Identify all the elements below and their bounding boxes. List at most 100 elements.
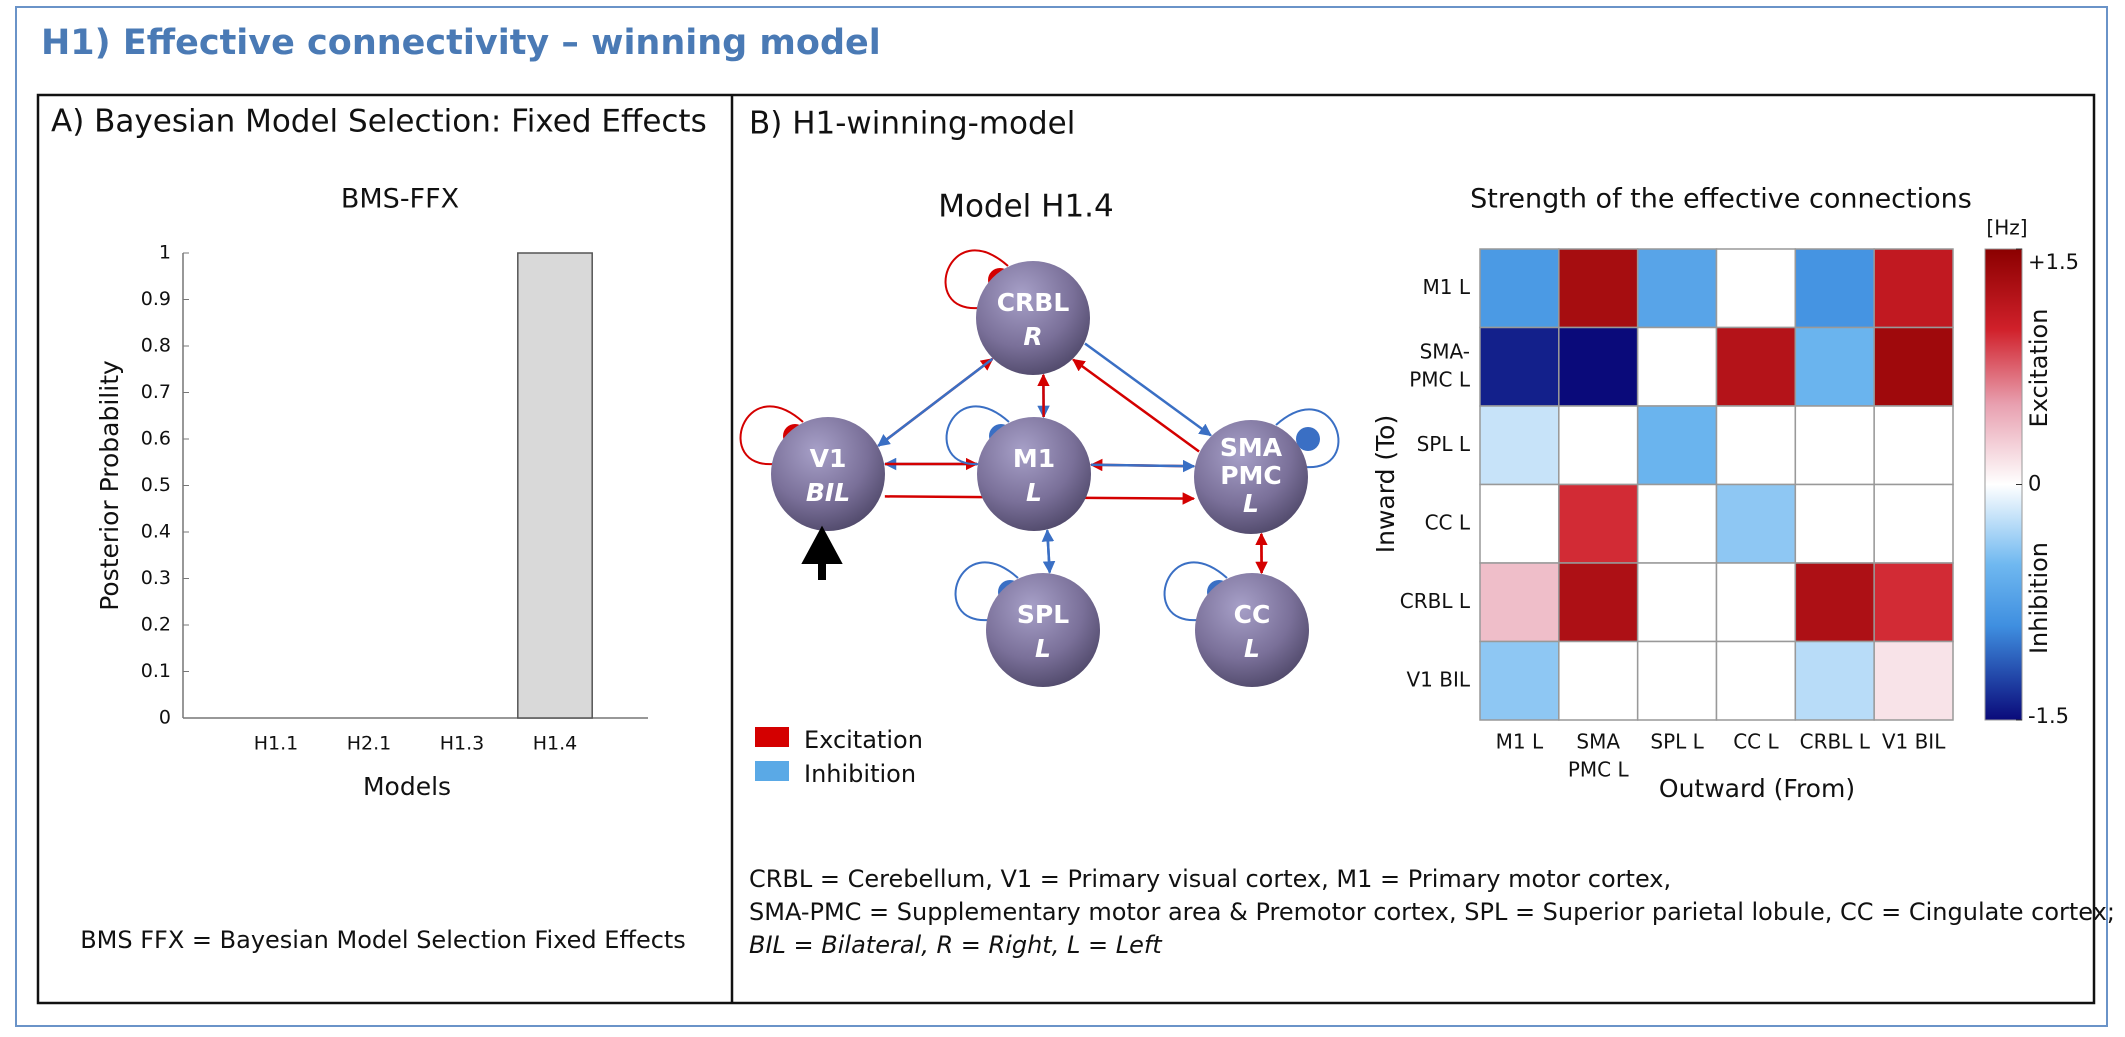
chart-title: BMS-FFX [341, 184, 459, 215]
empty-cell [1794, 483, 1875, 564]
edge [877, 357, 994, 447]
node-side: L [1244, 634, 1260, 663]
footnote-line: SMA-PMC = Supplementary motor area & Pre… [749, 898, 2115, 926]
figure-title: H1) Effective connectivity – winning mod… [41, 23, 881, 63]
empty-cell [1636, 483, 1718, 564]
node-name: PMC [1220, 461, 1282, 490]
x-tick-label: SMA [1576, 730, 1620, 754]
empty-cell [1636, 562, 1718, 643]
node-name: CC [1234, 600, 1271, 629]
self-loop [1275, 408, 1340, 469]
x-tick-label: H1.3 [440, 733, 485, 755]
x-tick-label: V1 BIL [1882, 730, 1946, 754]
x-tick-label: PMC L [1568, 758, 1630, 782]
empty-cell [1636, 326, 1718, 407]
node [1194, 420, 1308, 534]
node-side: L [1243, 489, 1259, 518]
legend-swatch [755, 761, 789, 781]
empty-cell [1873, 405, 1954, 486]
cell [1715, 483, 1797, 564]
panel-a-footnote: BMS FFX = Bayesian Model Selection Fixed… [80, 926, 686, 954]
cell [1794, 562, 1875, 643]
cell [1558, 248, 1639, 329]
colorbar-unit: [Hz] [1986, 216, 2027, 240]
node-side: L [1026, 478, 1042, 507]
cell [1873, 562, 1954, 643]
self-loop [945, 405, 1010, 466]
y-tick-label: 0.3 [141, 567, 171, 589]
panel-frame [36, 93, 2096, 1005]
empty-cell [1558, 640, 1639, 721]
empty-cell [1715, 405, 1797, 486]
y-tick-label: V1 BIL [1406, 667, 1470, 691]
cell [1479, 562, 1560, 643]
chart-title: Strength of the effective connections [1470, 184, 1972, 215]
y-tick-label: SMA- [1420, 339, 1470, 363]
y-tick-label: 0.8 [141, 335, 171, 357]
y-tick-label: 0.6 [141, 428, 171, 450]
cell [1636, 248, 1718, 329]
y-tick-label: SPL L [1417, 432, 1471, 456]
x-axis-label: Outward (From) [1659, 774, 1855, 803]
y-tick-label: CRBL L [1400, 589, 1471, 613]
node [976, 261, 1090, 375]
cell [1479, 640, 1560, 721]
panel-a-heading: A) Bayesian Model Selection: Fixed Effec… [51, 104, 707, 140]
panel-b-footnote: CRBL = Cerebellum, V1 = Primary visual c… [749, 865, 2115, 959]
cell [1479, 248, 1560, 329]
node [977, 417, 1091, 531]
node [1195, 573, 1309, 687]
colorbar-high-label: Excitation [2025, 309, 2053, 428]
diagram: CRBLRV1BILM1LSMAPMCLSPLLCCLExcitationInh… [739, 249, 1340, 788]
panel-b-heading: B) H1-winning-model [749, 106, 1075, 142]
x-tick-label: SPL L [1650, 730, 1704, 754]
cell [1873, 640, 1954, 721]
node-side: R [1023, 322, 1042, 351]
self-loop [739, 405, 804, 466]
y-tick-label: 1 [159, 242, 171, 264]
empty-cell [1715, 248, 1797, 329]
colorbar-tick-label: -1.5 [2028, 704, 2069, 728]
edge [1084, 342, 1212, 437]
node-name: SMA [1220, 433, 1283, 462]
colorbar-tick-label: +1.5 [2028, 250, 2079, 274]
footnote-line: CRBL = Cerebellum, V1 = Primary visual c… [749, 865, 1671, 893]
y-tick-label: 0 [159, 707, 171, 729]
empty-cell [1558, 405, 1639, 486]
y-tick-label: M1 L [1423, 275, 1471, 299]
edge [1072, 358, 1200, 453]
y-axis-label: Inward (To) [1371, 415, 1400, 553]
edge [1091, 459, 1196, 473]
empty-cell [1715, 640, 1797, 721]
cell [1558, 483, 1639, 564]
self-loop [954, 561, 1019, 622]
self-loop [944, 249, 1009, 310]
y-tick-label: 0.1 [141, 660, 171, 682]
cell [1794, 640, 1875, 721]
cell [1479, 326, 1560, 407]
y-tick-label: PMC L [1409, 367, 1471, 391]
x-tick-label: CRBL L [1800, 730, 1871, 754]
y-tick-label: 0.7 [141, 381, 171, 403]
x-axis-label: Models [363, 772, 451, 801]
legend-swatch [755, 727, 789, 747]
outer-frame [15, 6, 2108, 1027]
self-loop [1163, 561, 1228, 622]
empty-cell [1794, 405, 1875, 486]
bar [517, 252, 593, 719]
y-tick-label: 0.4 [141, 521, 171, 543]
input-arrow [801, 525, 843, 580]
footnote-line: BIL = Bilateral, R = Right, L = Left [749, 931, 1163, 959]
node-side: BIL [806, 478, 850, 507]
legend-label: Excitation [804, 726, 923, 754]
node-name: M1 [1013, 444, 1055, 473]
node [986, 573, 1100, 687]
cell [1873, 248, 1954, 329]
y-axis-label: Posterior Probability [95, 360, 124, 611]
cell [1558, 326, 1639, 407]
x-tick-label: H1.1 [254, 733, 299, 755]
x-tick-label: M1 L [1496, 730, 1544, 754]
cell [1558, 562, 1639, 643]
node-name: CRBL [997, 288, 1070, 317]
